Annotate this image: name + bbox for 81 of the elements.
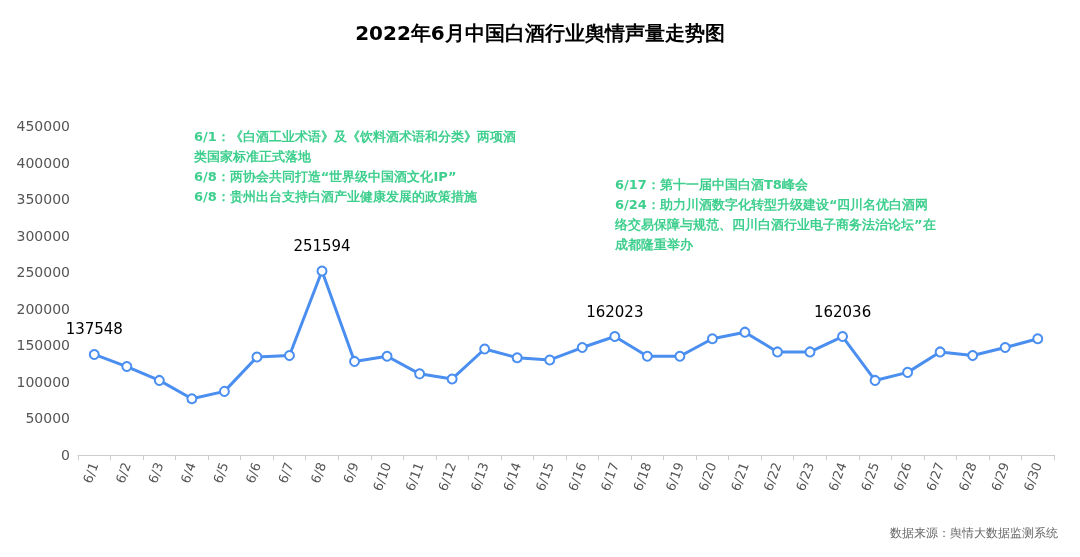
point [674, 350, 686, 362]
y-tick-label: 400000 [16, 154, 70, 171]
x-tick-label: 6/18 [630, 460, 655, 494]
point [967, 350, 979, 362]
data-label: 162023 [586, 302, 644, 321]
x-tick-label: 6/3 [145, 460, 167, 486]
point [804, 346, 816, 358]
y-tick-label: 100000 [16, 373, 70, 390]
point [511, 352, 523, 364]
y-tick-label: 200000 [16, 300, 70, 317]
x-tick-label: 6/11 [402, 460, 427, 494]
source-note: 数据来源：舆情大数据监测系统 [890, 526, 1058, 540]
point [218, 385, 230, 397]
x-tick-label: 6/30 [1020, 460, 1045, 494]
data-label: 162036 [813, 302, 872, 321]
point [283, 350, 295, 362]
y-tick-label: 350000 [16, 191, 70, 208]
point [1032, 333, 1044, 345]
point [641, 350, 653, 362]
x-tick-label: 6/2 [112, 460, 134, 486]
y-tick-label: 450000 [16, 118, 70, 134]
x-tick-label: 6/12 [435, 460, 460, 494]
point [544, 354, 556, 366]
point [88, 348, 100, 360]
x-tick-label: 6/16 [565, 460, 590, 494]
chart-title: 2022年6月中国白酒行业舆情声量走势图 [355, 21, 725, 45]
x-tick-label: 6/17 [597, 460, 622, 494]
annotation: 6/8：贵州出台支持白酒产业健康发展的政策措施 [194, 188, 478, 204]
point [869, 374, 881, 386]
point [414, 368, 426, 380]
data-label: 251594 [293, 237, 351, 256]
point [121, 361, 133, 373]
point [609, 331, 621, 343]
point [999, 342, 1011, 354]
point [446, 373, 458, 385]
point [902, 366, 914, 378]
point [739, 326, 751, 338]
point [771, 346, 783, 358]
x-tick-label: 6/24 [825, 460, 850, 494]
point [316, 265, 328, 277]
x-tick-label: 6/13 [467, 460, 492, 494]
x-tick-label: 6/8 [307, 460, 330, 486]
x-tick-label: 6/21 [727, 460, 752, 494]
x-tick-label: 6/14 [500, 460, 525, 494]
y-tick-label: 0 [61, 447, 70, 463]
x-tick-label: 6/7 [275, 460, 297, 486]
annotation: 6/1：《白酒工业术语》及《饮料酒术语和分类》两项酒类国家标准正式落地 [193, 128, 516, 164]
point [706, 333, 718, 345]
x-tick-label: 6/25 [858, 460, 883, 494]
x-tick-label: 6/22 [760, 460, 785, 494]
x-tick-label: 6/10 [370, 460, 395, 494]
y-tick-label: 300000 [16, 227, 70, 244]
x-tick-label: 6/4 [177, 460, 199, 486]
y-tick-label: 250000 [16, 264, 70, 281]
x-tick-label: 6/27 [923, 460, 948, 494]
annotation: 6/17：第十一届中国白酒T8峰会 [615, 176, 809, 192]
point [381, 350, 393, 362]
x-tick-label: 6/28 [955, 460, 980, 494]
x-tick-label: 6/23 [792, 460, 818, 494]
x-tick-label: 6/5 [210, 460, 232, 486]
point [837, 331, 849, 343]
x-tick-label: 6/29 [988, 460, 1013, 494]
data-label: 137548 [65, 320, 123, 339]
point [186, 393, 198, 405]
y-tick-label: 150000 [16, 337, 70, 354]
annotation: 6/8：两协会共同打造“世界级中国酒文化IP” [194, 168, 457, 184]
point [349, 355, 361, 367]
point [576, 342, 588, 354]
x-tick-label: 6/26 [890, 460, 915, 494]
x-tick-label: 6/9 [340, 460, 362, 486]
x-tick-label: 6/1 [80, 460, 102, 486]
x-tick-label: 6/20 [695, 460, 720, 494]
x-tick-label: 6/15 [532, 460, 557, 494]
point [153, 374, 165, 386]
point [934, 346, 946, 358]
y-tick-label: 50000 [25, 410, 70, 427]
point [479, 343, 491, 355]
annotation: 6/24：助力川酒数字化转型升级建设“四川名优白酒网络交易保障与规范、四川白酒行业电子商务法治论坛”在成都隆重举办 [614, 196, 936, 252]
x-tick-label: 6/19 [662, 460, 687, 494]
point [251, 351, 263, 363]
x-tick-label: 6/6 [242, 460, 264, 486]
